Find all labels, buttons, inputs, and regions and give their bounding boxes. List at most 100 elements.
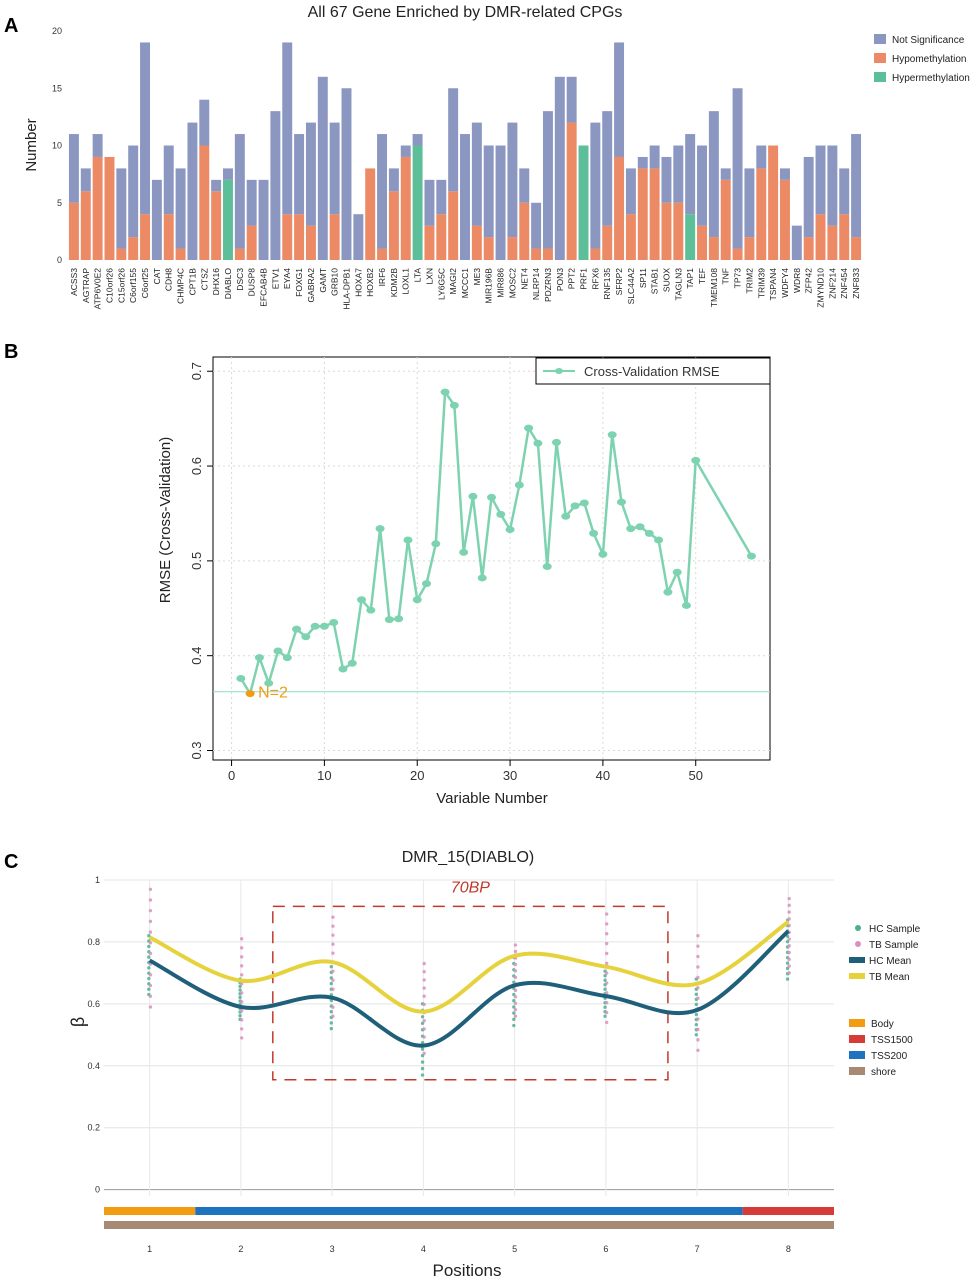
tb-sample-point (239, 991, 244, 995)
bar-hypomethylation-zfp42 (803, 237, 814, 260)
bar-hypermethylation-prf1 (578, 145, 589, 260)
hc-sample-point (238, 988, 242, 992)
hc-sample-point (420, 1047, 425, 1051)
tb-sample-point (696, 975, 700, 980)
hc-sample-point (785, 977, 790, 981)
rmse-point (431, 540, 441, 548)
region-70bp-box (272, 905, 669, 1081)
panel-label-a: A (4, 15, 18, 37)
bar-hypomethylation-gabra2 (305, 225, 316, 260)
tb-sample-point (422, 961, 426, 966)
tb-sample-point (696, 934, 700, 938)
hc-sample-point (329, 1026, 334, 1031)
bar-not-significance-zfp42 (803, 156, 814, 238)
bar-not-significance-cat (151, 179, 162, 260)
bar-hypomethylation-loxl1 (400, 156, 411, 260)
panel-c-line-chart: DMR_15(DIABLO) 0 0.2 0.4 0.6 0.8 1 1 2 3 4 5 6 7 8 70… (68, 849, 921, 1280)
tb-sample-point (422, 994, 426, 998)
panel-b-y-tick-label: 0.7 (189, 362, 204, 380)
hc-sample-point (512, 1017, 516, 1022)
rmse-point (412, 596, 422, 604)
x-tick-label-hla-dpb1: HLA-DPB1 (341, 268, 351, 310)
x-tick-label-me3: ME3 (472, 268, 482, 286)
bar-hypomethylation-c10orf26 (104, 156, 115, 260)
legend-label-shore: shore (871, 1067, 896, 1078)
tb-sample-point (422, 1019, 426, 1023)
tb-sample-point (696, 986, 700, 990)
panel-b-y-tick-label: 0.3 (189, 741, 204, 759)
x-tick-label-irf6: IRF6 (377, 268, 387, 287)
rmse-point (366, 606, 376, 614)
bar-hypomethylation-atp6v0e2 (92, 156, 103, 260)
hc-sample-point (329, 981, 334, 986)
panel-b-x-tick-label: 50 (688, 768, 702, 783)
x-tick-label-chmp4c: CHMP4C (176, 268, 186, 304)
hc-sample-point (694, 992, 699, 996)
bar-not-significance-ctsz (199, 99, 210, 146)
bar-not-significance-grb10 (329, 122, 340, 215)
bar-not-significance-znf214 (827, 145, 838, 226)
tb-sample-point (422, 1035, 426, 1039)
bar-not-significance-dusp8 (246, 179, 257, 226)
tb-sample-point (422, 1027, 426, 1031)
x-tick-label-znf214: ZNF214 (827, 268, 837, 299)
tb-sample-point (331, 969, 335, 973)
x-tick-label-slc44a2: SLC44A2 (626, 268, 636, 305)
tb-sample-point (787, 923, 791, 928)
panel-a-bar-chart: All 67 Gene Enriched by DMR-related CPGs… (23, 4, 970, 310)
hc-sample-point (512, 1023, 516, 1028)
tb-sample-point (239, 973, 244, 977)
hc-sample-point (694, 1022, 699, 1027)
legend-label-hypomethylation: Hypomethylation (892, 54, 966, 65)
tb-sample-point (696, 1017, 700, 1021)
rmse-point (579, 499, 589, 507)
x-tick-label-lta: LTA (413, 268, 423, 283)
hc-sample-point (238, 984, 242, 989)
hc-sample-point (329, 1021, 334, 1025)
tb-sample-point (513, 1014, 518, 1018)
hc-sample-point (420, 1040, 425, 1045)
x-tick-label-tef: TEF (697, 268, 707, 284)
rmse-point (570, 502, 580, 510)
bar-hypermethylation-lta (412, 145, 423, 260)
rmse-point (746, 552, 756, 560)
bar-hypomethylation-wdfy4 (779, 179, 790, 260)
rmse-point (236, 674, 246, 682)
panel-a-y-tick: 15 (52, 83, 62, 93)
bar-hypomethylation-foxg1 (294, 214, 305, 260)
bar-hypomethylation-ly6g5c (436, 214, 447, 260)
x-tick-label-lxn: LXN (424, 268, 434, 285)
bar-hypomethylation-tnf (720, 179, 731, 260)
panel-a-y-tick: 0 (57, 255, 62, 265)
x-tick-label-tnf: TNF (721, 268, 731, 285)
rmse-point (644, 529, 654, 537)
panel-c-x-tick-label: 2 (238, 1244, 243, 1254)
bar-hypomethylation-acss3 (68, 202, 79, 260)
legend-swatch-hypermethylation (874, 72, 886, 82)
bar-not-significance-tap1 (685, 134, 696, 215)
rmse-point (384, 616, 394, 624)
x-tick-label-efcab4b: EFCAB4B (259, 268, 269, 307)
tb-sample-point (422, 978, 426, 982)
panel-c-x-tick-label: 3 (330, 1244, 335, 1254)
x-tick-label-foxg1: FOXG1 (294, 268, 304, 297)
bar-not-significance-ly6g5c (436, 179, 447, 215)
hc-sample-point (694, 1033, 699, 1037)
panel-a-y-tick: 5 (57, 198, 62, 208)
bar-not-significance-wdfy4 (779, 168, 790, 180)
panel-c-y-tick-label: 0.4 (87, 1061, 100, 1071)
bar-not-significance-mccc1 (460, 134, 470, 260)
tb-sample-point (787, 917, 791, 921)
x-tick-label-rnf135: RNF135 (602, 268, 612, 300)
x-tick-label-zmynd10: ZMYND10 (816, 268, 826, 308)
bar-not-significance-cpt1b (187, 122, 198, 260)
tb-sample-point (787, 944, 791, 948)
bar-not-significance-dhx16 (211, 179, 222, 192)
tb-sample-point (604, 971, 609, 975)
tb-sample-point (696, 965, 700, 969)
legend-label-not-significance: Not Significance (892, 35, 965, 46)
bar-not-significance-kdm2b (388, 168, 399, 192)
tb-sample-point (513, 962, 518, 967)
legend-swatch-tss1500 (849, 1035, 865, 1043)
